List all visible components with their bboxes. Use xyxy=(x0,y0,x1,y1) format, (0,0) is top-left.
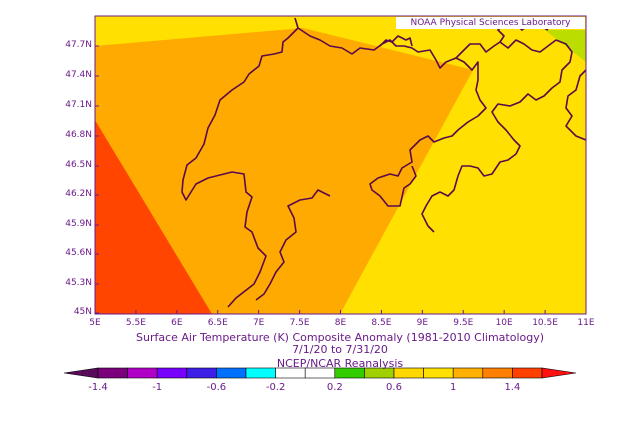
latitude-label: 45.3N xyxy=(65,278,92,288)
colorbar-label: -1 xyxy=(152,382,163,393)
anomaly-fill-green xyxy=(545,30,586,62)
latitude-label: 47.7N xyxy=(65,40,92,50)
border-lake-north xyxy=(379,35,413,47)
credit-label: NOAA Physical Sciences Laboratory xyxy=(396,17,585,29)
longitude-label: 10.5E xyxy=(532,318,558,328)
longitude-label: 10E xyxy=(495,318,513,328)
longitude-label: 6.5E xyxy=(207,318,228,328)
longitude-label: 11E xyxy=(577,318,595,328)
latitude-label: 45.9N xyxy=(65,219,92,229)
axis-ticks xyxy=(94,45,587,314)
caption-title: Surface Air Temperature (K) Composite An… xyxy=(135,331,545,344)
colorbar-label: 1.4 xyxy=(504,382,521,393)
longitude-label: 8.5E xyxy=(371,318,392,328)
longitude-label: 9E xyxy=(416,318,429,328)
colorbar-label: 0.2 xyxy=(326,382,343,393)
colorbar-label: 1 xyxy=(450,382,457,393)
caption-source: NCEP/NCAR Reanalysis xyxy=(276,357,404,370)
latitude-label: 46.2N xyxy=(65,189,92,199)
latitude-label: 46.5N xyxy=(65,160,92,170)
border-swiss-south xyxy=(255,189,331,301)
caption-dates: 7/1/20 to 7/31/20 xyxy=(292,343,388,356)
colorbar-label: -0.6 xyxy=(206,382,227,393)
colorbar-label: -0.2 xyxy=(265,382,286,393)
border-swiss-north xyxy=(181,17,299,308)
colorbar-under-arrow xyxy=(63,367,99,379)
colorbar-label: 0.6 xyxy=(386,382,402,393)
anomaly-fill-red xyxy=(95,120,212,314)
latitude-label: 45.6N xyxy=(65,248,92,258)
colorbar xyxy=(63,367,577,379)
latitude-label: 46.8N xyxy=(65,130,92,140)
anomaly-fill-orange xyxy=(95,28,473,314)
longitude-label: 7.5E xyxy=(289,318,310,328)
latitude-label: 47.4N xyxy=(65,70,92,80)
colorbar-over-arrow xyxy=(541,367,577,379)
border-italy-austria xyxy=(421,39,573,233)
longitude-label: 5E xyxy=(89,318,101,328)
latitude-label: 45N xyxy=(73,307,92,317)
longitude-label: 6E xyxy=(171,318,183,328)
longitude-label: 5.5E xyxy=(125,318,146,328)
longitude-label: 7E xyxy=(252,318,265,328)
map-plot-area xyxy=(95,16,586,314)
longitude-label: 9.5E xyxy=(453,318,474,328)
colorbar-label: -1.4 xyxy=(88,382,108,393)
border-italy-east xyxy=(565,69,587,141)
latitude-label: 47.1N xyxy=(65,100,92,110)
longitude-label: 8E xyxy=(334,318,347,328)
